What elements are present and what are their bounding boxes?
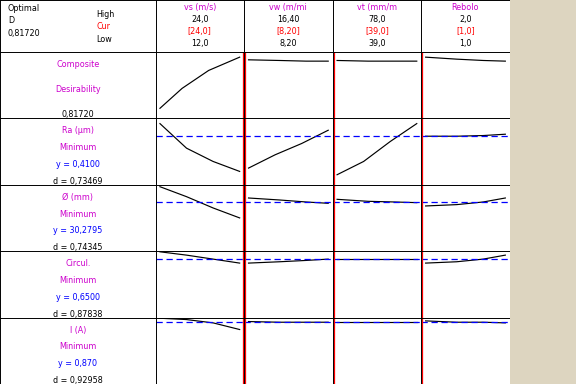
Text: Minimum: Minimum bbox=[59, 276, 96, 285]
Text: 16,40: 16,40 bbox=[277, 15, 300, 23]
Text: 1,0: 1,0 bbox=[459, 40, 472, 48]
Text: 12,0: 12,0 bbox=[191, 40, 209, 48]
Text: [24,0]: [24,0] bbox=[188, 27, 212, 36]
Text: Minimum: Minimum bbox=[59, 210, 96, 218]
Text: Minimum: Minimum bbox=[59, 143, 96, 152]
Text: Circul.: Circul. bbox=[65, 259, 90, 268]
Text: 2,0: 2,0 bbox=[459, 15, 472, 23]
Text: High: High bbox=[96, 10, 115, 19]
Text: Composite: Composite bbox=[56, 60, 100, 69]
Text: Optimal: Optimal bbox=[8, 4, 40, 13]
Text: Ø (mm): Ø (mm) bbox=[62, 193, 93, 202]
Text: [39,0]: [39,0] bbox=[365, 27, 389, 36]
Text: d = 0,92958: d = 0,92958 bbox=[53, 376, 103, 384]
Text: Ra (µm): Ra (µm) bbox=[62, 126, 94, 135]
Text: Rebolo: Rebolo bbox=[452, 3, 479, 12]
Text: Desirability: Desirability bbox=[55, 85, 101, 94]
Text: I (A): I (A) bbox=[70, 326, 86, 334]
Text: vt (mm/m: vt (mm/m bbox=[357, 3, 397, 12]
Text: 39,0: 39,0 bbox=[368, 40, 386, 48]
Text: D: D bbox=[8, 16, 14, 25]
Text: 24,0: 24,0 bbox=[191, 15, 209, 23]
Text: Cur: Cur bbox=[96, 22, 111, 31]
Text: 8,20: 8,20 bbox=[279, 40, 297, 48]
Text: 0,81720: 0,81720 bbox=[8, 28, 40, 38]
Text: 0,81720: 0,81720 bbox=[62, 110, 94, 119]
Text: Low: Low bbox=[96, 35, 112, 44]
Text: [8,20]: [8,20] bbox=[276, 27, 300, 36]
Text: y = 0,4100: y = 0,4100 bbox=[56, 160, 100, 169]
Text: y = 30,2795: y = 30,2795 bbox=[53, 226, 103, 235]
Text: y = 0,870: y = 0,870 bbox=[58, 359, 97, 368]
Text: d = 0,73469: d = 0,73469 bbox=[53, 177, 103, 186]
Text: vs (m/s): vs (m/s) bbox=[184, 3, 216, 12]
Text: y = 0,6500: y = 0,6500 bbox=[56, 293, 100, 302]
Text: d = 0,87838: d = 0,87838 bbox=[53, 310, 103, 319]
Text: [1,0]: [1,0] bbox=[456, 27, 475, 36]
Text: 78,0: 78,0 bbox=[368, 15, 386, 23]
Text: Minimum: Minimum bbox=[59, 343, 96, 351]
Text: d = 0,74345: d = 0,74345 bbox=[53, 243, 103, 252]
Text: vw (m/mi: vw (m/mi bbox=[270, 3, 307, 12]
